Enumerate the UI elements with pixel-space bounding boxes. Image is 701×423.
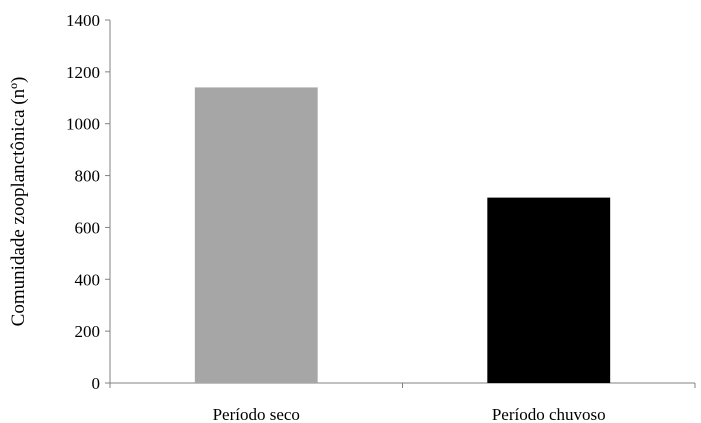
y-axis: 0 200 400 600 800 1000 1200 1400 xyxy=(66,11,111,393)
bar xyxy=(194,87,318,384)
y-tick-label: 200 xyxy=(75,322,101,341)
bars xyxy=(194,87,611,384)
y-tick-label: 0 xyxy=(92,374,101,393)
bar xyxy=(487,197,611,383)
y-tick-label: 1400 xyxy=(66,11,100,30)
x-category-label: Período chuvoso xyxy=(492,405,606,423)
x-axis: Período seco Período chuvoso xyxy=(109,382,696,423)
y-tick-label: 800 xyxy=(75,167,101,186)
y-tick-label: 400 xyxy=(75,270,101,289)
y-tick-label: 600 xyxy=(75,218,101,237)
y-tick-label: 1200 xyxy=(66,63,100,82)
y-axis-title: Comunidade zooplanctônica (nº) xyxy=(8,77,29,327)
y-tick-label: 1000 xyxy=(66,115,100,134)
x-category-label: Período seco xyxy=(213,405,300,423)
